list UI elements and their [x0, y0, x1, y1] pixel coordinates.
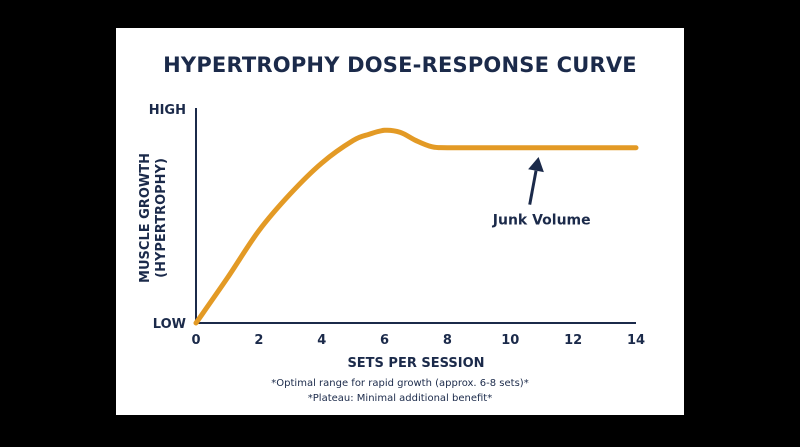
x-tick-label: 14: [627, 333, 645, 348]
x-tick-label: 2: [254, 333, 263, 348]
x-axis-title: SETS PER SESSION: [347, 356, 484, 371]
footnote-optimal-range: *Optimal range for rapid growth (approx.…: [271, 378, 529, 389]
annotation-junk-volume: Junk Volume: [492, 156, 591, 229]
x-tick-labels: 0 2 4 6 8 10 12 14: [191, 333, 645, 348]
x-tick-label: 4: [317, 333, 326, 348]
y-tick-label-high: HIGH: [149, 103, 186, 118]
series-line: [193, 127, 639, 326]
x-tick-label: 12: [564, 333, 582, 348]
x-tick-label: 0: [191, 333, 200, 348]
x-tick-label: 6: [380, 333, 389, 348]
annotation-arrow-shaft: [528, 170, 538, 205]
chart-plot: MUSCLE GROWTH (HYPERTROPHY) HIGH LOW 0 2 4…: [138, 103, 645, 371]
y-axis-title-line2: (HYPERTROPHY): [154, 158, 169, 278]
annotation-label: Junk Volume: [492, 213, 591, 229]
footnote-plateau: *Plateau: Minimal additional benefit*: [307, 393, 493, 404]
x-tick-label: 10: [501, 333, 519, 348]
annotation-arrow-head-icon: [528, 156, 544, 173]
chart-title: HYPERTROPHY DOSE-RESPONSE CURVE: [163, 53, 637, 77]
chart-card: HYPERTROPHY DOSE-RESPONSE CURVE MUSCLE G…: [116, 28, 684, 415]
y-tick-label-low: LOW: [153, 317, 186, 332]
x-tick-label: 8: [443, 333, 452, 348]
y-axis-title-line1: MUSCLE GROWTH: [138, 153, 153, 283]
